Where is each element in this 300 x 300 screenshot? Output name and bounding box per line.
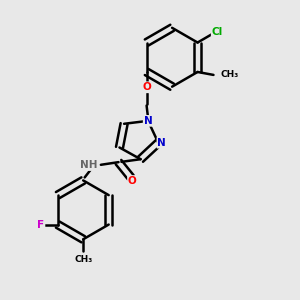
Text: Cl: Cl (212, 27, 223, 37)
Text: O: O (128, 176, 137, 186)
Text: O: O (142, 82, 151, 92)
Text: NH: NH (80, 160, 97, 170)
Text: CH₃: CH₃ (220, 70, 238, 80)
Text: CH₃: CH₃ (74, 256, 92, 265)
Text: N: N (158, 138, 166, 148)
Text: F: F (37, 220, 44, 230)
Text: N: N (144, 116, 152, 126)
